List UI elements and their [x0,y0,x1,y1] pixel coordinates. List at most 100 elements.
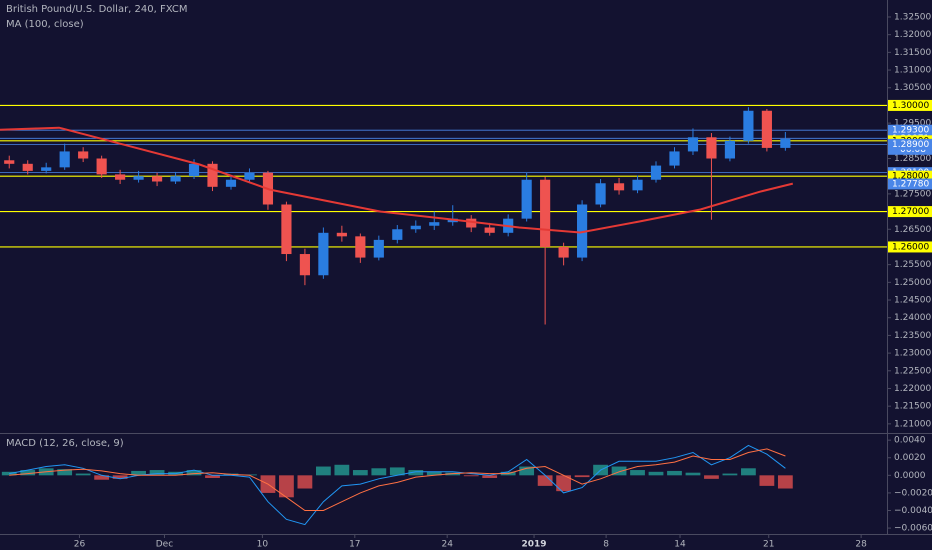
candle-body [244,172,255,180]
candle-body [4,160,15,164]
y-tick-label: 1.25000 [894,278,931,288]
y-tick-label: 1.22500 [894,366,931,376]
y-tick-label: 1.31500 [894,48,931,58]
x-tick-label: 21 [763,540,774,550]
histogram-bar [648,471,664,476]
candle-body [96,158,107,175]
candle-body [724,140,736,159]
indicator-label: MA (100, close) [6,19,84,30]
histogram-bar [149,470,165,476]
x-tick-label: 28 [855,540,867,550]
y-tick-label: 1.21500 [894,402,931,412]
candle-body [373,239,384,258]
candle-body [669,151,680,166]
y-tick-label: 1.30500 [894,83,931,93]
candle-body [687,137,699,152]
price-label-box [888,99,932,111]
y-tick-label: 0.0000 [894,471,926,481]
y-tick-label: 0.0020 [894,453,926,463]
y-tick-label: 1.32500 [894,12,931,22]
price-label-box [888,138,932,150]
histogram-bar [611,466,627,476]
y-tick-label: 1.24500 [894,296,931,306]
candle-body [78,151,89,159]
candle-body [392,229,403,240]
histogram-bar [685,472,701,476]
x-tick-label: 24 [441,540,453,550]
histogram-bar [334,464,350,476]
candle-body [466,218,477,228]
candle-body [133,176,144,180]
histogram-bar [519,466,535,476]
candle-body [355,236,366,258]
histogram-bar [574,475,590,478]
candle-body [336,232,347,237]
price-label: 1.28000 [892,172,929,182]
price-label: 1.27780 [892,179,929,189]
histogram-bar [279,475,294,498]
histogram-bar [112,475,128,479]
x-tick-label: 10 [257,540,269,550]
candle-body [595,183,606,205]
histogram-bar [371,468,387,476]
candle-body [761,110,772,148]
histogram-bar [704,475,719,479]
candle-body [540,179,551,247]
chart-title: British Pound/U.S. Dollar, 240, FXCM [6,4,187,15]
candle-body [577,204,588,258]
candle-body [281,204,292,255]
macd-label: MACD (12, 26, close, 9) [6,438,124,449]
candle-body [558,246,569,258]
price-label: 1.27000 [892,207,929,217]
x-tick-label: Dec [156,540,173,550]
candle-body [299,254,310,276]
y-tick-label: 1.28500 [894,154,931,164]
candle-body [22,163,33,171]
y-tick-label: 1.25500 [894,260,931,270]
histogram-bar [556,475,572,492]
histogram-bar [722,473,738,476]
candle-body [170,176,181,182]
histogram-bar [777,475,793,489]
candle-body [429,222,440,226]
candle-body [41,167,52,171]
price-label-box [888,170,932,182]
x-tick-label: 26 [74,540,86,550]
price-label-box [888,241,932,253]
y-tick-label: 1.22000 [894,384,931,394]
y-tick-label: 1.23500 [894,331,931,341]
x-tick-label: 8 [603,540,609,550]
y-tick-label: 0.0040 [894,436,926,446]
x-tick-label: 17 [349,540,360,550]
histogram-bar [205,475,220,478]
candle-body [207,163,218,187]
candle-body [318,232,329,276]
y-tick-label: 1.31000 [894,66,931,76]
candle-body [613,183,625,191]
price-label-box [888,206,932,218]
histogram-bar [57,469,73,476]
price-label-box [888,178,932,190]
moving-average-line [0,126,794,234]
candle-body [151,176,163,182]
candle-body [632,179,643,191]
histogram-bar [389,467,405,476]
price-label: 1.26000 [892,242,929,252]
candle-body [743,110,754,141]
histogram-bar [630,470,645,476]
histogram-bar [352,470,368,476]
y-tick-label: 1.29500 [894,119,931,129]
histogram-bar [482,475,498,478]
histogram-bar [759,475,775,486]
histogram-bar [186,470,202,476]
x-tick-label: 14 [674,540,686,550]
candle-body [484,227,495,233]
y-tick-label: 1.26500 [894,225,931,235]
macd-line [9,448,786,511]
y-tick-label: −0.0060 [894,524,932,534]
y-tick-label: 1.32000 [894,30,931,40]
histogram-bar [75,473,91,476]
y-tick-label: 1.24000 [894,313,931,323]
histogram-bar [741,468,756,476]
